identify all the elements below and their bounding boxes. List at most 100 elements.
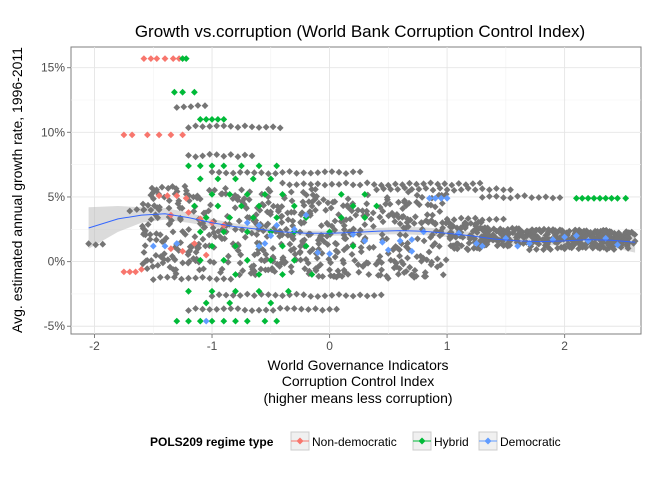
gray-point (450, 187, 458, 194)
point-hybrid (220, 317, 228, 325)
gray-point (271, 224, 278, 232)
gray-point (190, 193, 197, 201)
gray-point (248, 152, 256, 160)
gray-point (152, 252, 160, 259)
gray-point (630, 239, 637, 247)
gray-point (377, 291, 385, 299)
point-hybrid (214, 202, 222, 210)
gray-point (391, 218, 399, 225)
gray-point (266, 188, 274, 195)
gray-point (263, 208, 271, 216)
gray-point (259, 246, 266, 253)
gray-point (185, 307, 192, 314)
point-hybrid (226, 214, 234, 221)
gray-point (215, 291, 223, 299)
gray-point (297, 256, 304, 264)
gray-point (175, 197, 183, 205)
gray-point (514, 192, 521, 200)
y-tick-label: 10% (41, 125, 65, 139)
gray-point (328, 291, 336, 299)
gray-point (288, 268, 295, 276)
legend-marker-non-democratic (296, 437, 304, 445)
gray-point (315, 199, 323, 207)
point-democratic (573, 232, 580, 240)
gray-point (225, 252, 232, 260)
gray-point (218, 235, 226, 243)
y-tick-label: 15% (41, 61, 65, 75)
gray-point (214, 228, 222, 235)
gray-point (238, 226, 246, 234)
gray-point (354, 261, 362, 268)
gray-point (231, 204, 239, 212)
gray-point (286, 240, 294, 248)
gray-point (269, 123, 277, 131)
gray-point (303, 191, 310, 199)
gray-point (439, 224, 447, 232)
point-hybrid (285, 287, 292, 295)
gray-point (229, 169, 237, 177)
point-hybrid (261, 191, 269, 198)
gray-point (464, 184, 472, 192)
point-non-democratic (126, 268, 134, 276)
gray-point (278, 212, 286, 220)
point-hybrid (361, 214, 369, 221)
legend-marker-hybrid (418, 437, 426, 445)
gray-point (494, 237, 502, 245)
gray-point (450, 216, 458, 224)
point-hybrid (232, 242, 239, 250)
gray-point (568, 244, 576, 252)
point-hybrid (267, 175, 275, 183)
gray-point (219, 226, 226, 233)
gray-point (331, 239, 339, 247)
gray-point (147, 216, 155, 223)
gray-point (291, 250, 299, 258)
gray-point (227, 122, 235, 130)
gray-point (265, 199, 272, 206)
gray-point (378, 266, 385, 274)
point-democratic (443, 194, 451, 202)
gray-point (360, 261, 368, 269)
gray-point (502, 229, 510, 236)
gray-point (154, 214, 162, 222)
point-non-democratic (175, 55, 183, 62)
point-hybrid (179, 88, 186, 96)
gray-point (173, 188, 181, 195)
gray-point (284, 216, 292, 224)
gray-point (307, 293, 315, 300)
x-tick-label: 2 (561, 339, 568, 353)
gray-point (279, 179, 286, 187)
point-hybrid (232, 287, 239, 295)
gray-point (286, 168, 293, 175)
point-hybrid (208, 242, 216, 250)
legend-marker-democratic (484, 437, 492, 445)
gray-point (319, 306, 326, 314)
gray-point (238, 198, 246, 206)
point-hybrid (208, 116, 216, 123)
gray-point (293, 181, 300, 188)
point-hybrid (238, 202, 245, 210)
gray-point (248, 263, 256, 271)
point-hybrid (214, 116, 222, 123)
gray-point (166, 263, 174, 271)
gray-point (220, 305, 228, 313)
point-hybrid (232, 175, 239, 183)
gray-point (473, 229, 481, 236)
gray-point (232, 226, 239, 233)
plot-panel (70, 46, 642, 335)
point-democratic (420, 228, 427, 236)
gray-point (312, 265, 319, 273)
gray-point (153, 204, 161, 211)
gray-point (194, 245, 202, 252)
gray-point (140, 206, 148, 213)
gray-point (199, 305, 206, 313)
gray-point (457, 224, 465, 231)
gray-point (404, 254, 411, 262)
gray-point (176, 204, 184, 212)
point-hybrid (220, 116, 228, 123)
gray-point (351, 257, 359, 264)
gray-point (343, 243, 351, 251)
gray-point (386, 200, 394, 208)
gray-point (255, 124, 263, 131)
gray-point (401, 184, 409, 192)
gray-point (147, 206, 155, 214)
